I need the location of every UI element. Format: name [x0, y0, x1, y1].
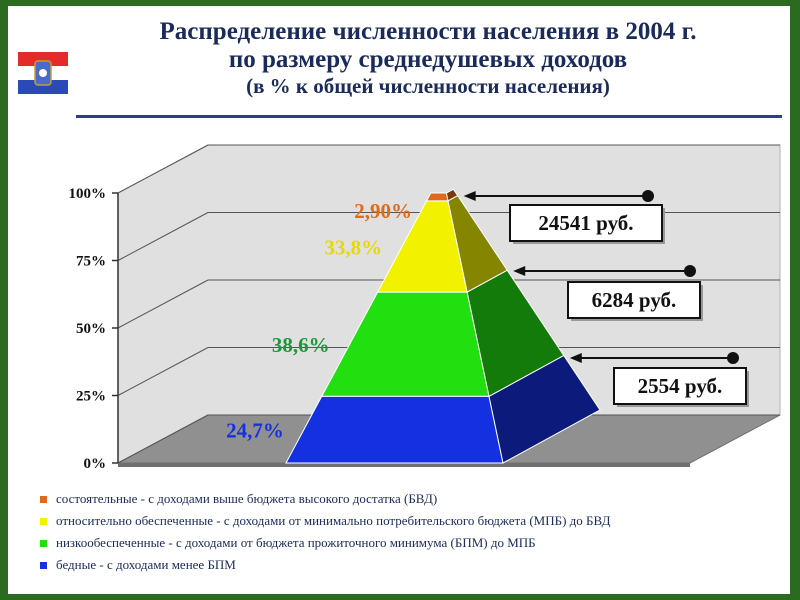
- y-tick-label: 25%: [76, 389, 106, 405]
- y-tick-label: 100%: [69, 186, 107, 202]
- threshold-arrowhead: [569, 353, 582, 363]
- samara-region-flag-icon: [18, 52, 68, 94]
- threshold-label: 2554 руб.: [638, 374, 723, 398]
- threshold-box: [613, 367, 747, 405]
- page-subtitle: (в % к общей численности населения): [246, 74, 610, 98]
- pyramid-layer-poor: [285, 395, 504, 464]
- pyramid-side-rich: [445, 188, 459, 202]
- data-label-rich: 2,90%: [354, 199, 412, 223]
- threshold-arrowhead: [463, 191, 476, 201]
- grid-line-diag: [117, 212, 209, 261]
- threshold-label: 6284 руб.: [592, 288, 677, 312]
- y-tick-label: 0%: [84, 456, 107, 472]
- legend-text: низкообеспеченные - с доходами от бюджет…: [56, 535, 536, 550]
- grid-line-diag: [117, 279, 209, 329]
- y-tick-label: 50%: [76, 321, 106, 337]
- threshold-box: [567, 281, 701, 319]
- title-divider: [76, 115, 782, 118]
- threshold-label: 24541 руб.: [538, 211, 633, 235]
- legend-item-low: низкообеспеченные - с доходами от бюджет…: [40, 532, 780, 554]
- legend-marker-icon: [40, 495, 47, 503]
- legend-text: относительно обеспеченные - с доходами о…: [56, 513, 611, 528]
- legend-text: состоятельные - с доходами выше бюджета …: [56, 491, 438, 506]
- data-label-poor: 24,7%: [226, 419, 284, 443]
- legend-item-rich: состоятельные - с доходами выше бюджета …: [40, 488, 780, 510]
- grid-line-diag: [117, 144, 209, 194]
- page-title: Распределение численности населения в 20…: [159, 18, 697, 45]
- title-block: Распределение численности населения в 20…: [78, 18, 778, 98]
- threshold-arrowhead: [513, 266, 526, 276]
- page-title-line2: по размеру среднедушевых доходов: [228, 46, 628, 73]
- grid-line-diag: [117, 347, 209, 396]
- legend-marker-icon: [40, 561, 47, 569]
- legend-item-poor: бедные - с доходами менее БПМ: [40, 554, 780, 576]
- y-tick-label: 75%: [76, 254, 106, 270]
- legend-text: бедные - с доходами менее БПМ: [56, 557, 236, 572]
- threshold-box: [509, 204, 663, 242]
- threshold-dot: [727, 352, 739, 364]
- grid-line-diag: [117, 414, 209, 464]
- legend-item-medium: относительно обеспеченные - с доходами о…: [40, 510, 780, 532]
- data-label-low: 38,6%: [272, 333, 330, 357]
- pyramid-layer-rich: [425, 192, 449, 202]
- legend-marker-icon: [40, 517, 47, 525]
- threshold-dot: [642, 190, 654, 202]
- threshold-dot: [684, 265, 696, 277]
- legend-marker-icon: [40, 539, 47, 547]
- data-label-medium: 33,8%: [324, 235, 382, 259]
- chart-floor-edge: [118, 463, 690, 467]
- legend: состоятельные - с доходами выше бюджета …: [40, 488, 780, 576]
